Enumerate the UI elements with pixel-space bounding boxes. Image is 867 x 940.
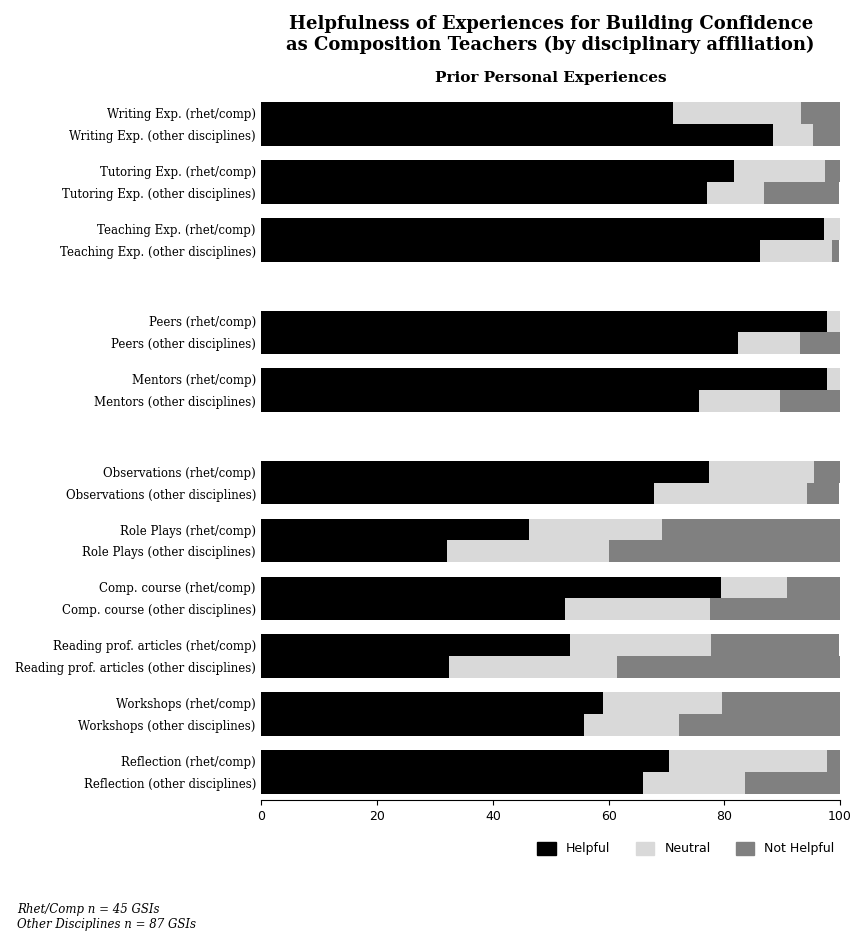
Bar <box>262 482 654 505</box>
Bar <box>673 102 801 124</box>
Bar <box>262 461 708 482</box>
Bar <box>449 656 616 678</box>
Bar <box>642 772 745 793</box>
Bar <box>603 692 722 714</box>
Bar <box>262 750 669 772</box>
Bar <box>262 656 449 678</box>
Bar <box>745 772 840 793</box>
Bar <box>827 750 841 772</box>
Bar <box>708 461 814 482</box>
Bar <box>669 750 827 772</box>
Bar <box>262 160 733 182</box>
Title: Helpfulness of Experiences for Building Confidence
as Composition Teachers (by d: Helpfulness of Experiences for Building … <box>286 15 815 55</box>
Bar <box>529 519 662 540</box>
Bar <box>827 310 840 333</box>
Bar <box>733 160 825 182</box>
Bar <box>722 692 841 714</box>
Bar <box>262 390 699 412</box>
Bar <box>447 540 609 562</box>
Bar <box>262 519 529 540</box>
Bar <box>799 333 841 354</box>
Bar <box>654 482 806 505</box>
Bar <box>262 310 827 333</box>
Bar <box>738 333 799 354</box>
Bar <box>262 692 603 714</box>
Bar <box>721 576 787 599</box>
Text: Prior Personal Experiences: Prior Personal Experiences <box>435 70 667 85</box>
Bar <box>570 634 711 656</box>
Bar <box>616 656 840 678</box>
Bar <box>262 599 565 620</box>
Text: Rhet/Comp n = 45 GSIs
Other Disciplines n = 87 GSIs: Rhet/Comp n = 45 GSIs Other Disciplines … <box>17 902 196 931</box>
Text: Formal WPE Experiences: Formal WPE Experiences <box>444 389 658 403</box>
Bar <box>565 599 710 620</box>
Bar <box>262 772 642 793</box>
Bar <box>262 714 583 736</box>
Bar <box>824 218 840 240</box>
Bar <box>711 634 839 656</box>
Bar <box>262 240 759 261</box>
Bar <box>609 540 840 562</box>
Bar <box>825 160 840 182</box>
Bar <box>262 576 721 599</box>
Bar <box>759 240 832 261</box>
Bar <box>806 482 839 505</box>
Bar <box>707 182 764 204</box>
Bar <box>764 182 839 204</box>
Bar <box>787 576 840 599</box>
Bar <box>262 124 773 146</box>
Bar <box>710 599 840 620</box>
Bar <box>262 333 738 354</box>
Bar <box>262 634 570 656</box>
Text: Informal Mentoring Experiences: Informal Mentoring Experiences <box>411 239 690 253</box>
Bar <box>780 390 841 412</box>
Bar <box>773 124 813 146</box>
Bar <box>262 182 707 204</box>
Bar <box>699 390 780 412</box>
Bar <box>813 124 841 146</box>
Bar <box>262 540 447 562</box>
Bar <box>262 102 673 124</box>
Bar <box>679 714 840 736</box>
Legend: Helpful, Neutral, Not Helpful: Helpful, Neutral, Not Helpful <box>532 837 839 860</box>
Bar <box>801 102 840 124</box>
Bar <box>827 368 840 390</box>
Bar <box>832 240 839 261</box>
Bar <box>262 368 827 390</box>
Bar <box>814 461 840 482</box>
Bar <box>262 218 824 240</box>
Bar <box>583 714 679 736</box>
Bar <box>662 519 841 540</box>
